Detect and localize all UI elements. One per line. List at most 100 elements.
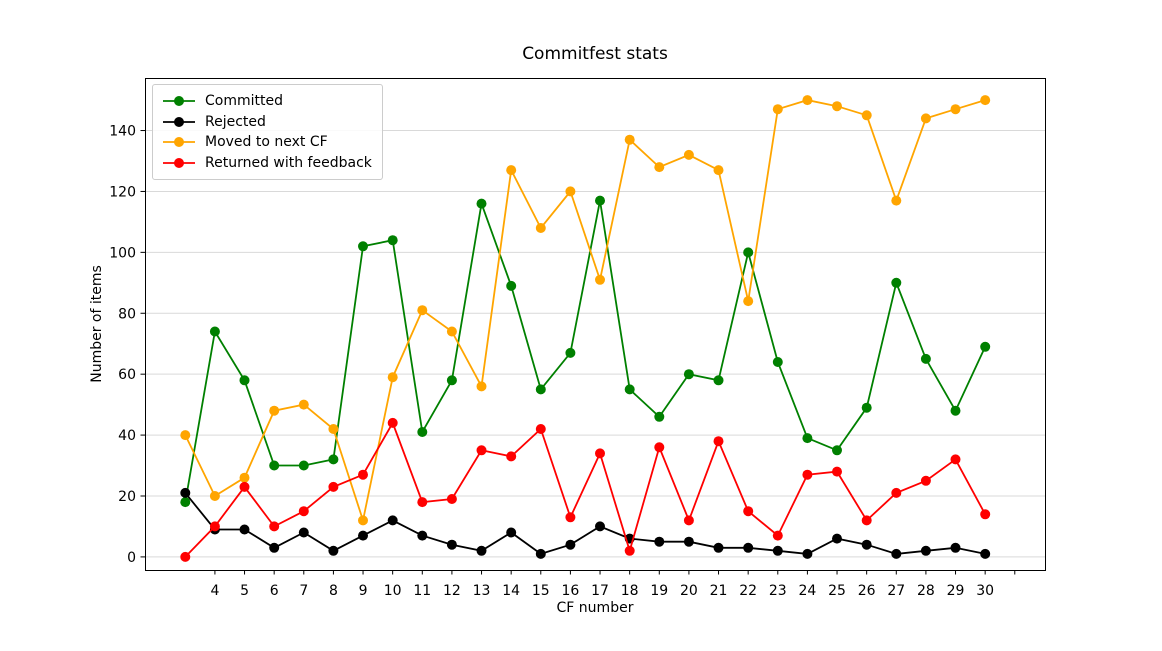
data-point — [654, 536, 665, 547]
x-tick-label: 6 — [270, 583, 279, 599]
data-point — [358, 530, 368, 541]
data-point — [476, 381, 487, 392]
data-point — [743, 247, 754, 258]
data-point — [476, 198, 487, 209]
data-point — [565, 539, 576, 550]
x-tick-label: 24 — [798, 583, 816, 599]
data-point — [446, 494, 457, 504]
legend-entry-committed: Committed — [161, 91, 372, 112]
data-point — [861, 402, 872, 413]
data-point — [832, 101, 842, 112]
gridlines — [145, 130, 1045, 558]
legend-label: Returned with feedback — [205, 154, 372, 171]
data-point — [654, 162, 665, 173]
data-point — [743, 542, 754, 553]
y-tick-label: 140 — [109, 124, 136, 140]
data-point — [891, 195, 902, 206]
legend: Committed Rejected Moved to next CF Returne… — [152, 84, 383, 180]
data-point — [506, 527, 517, 538]
data-point — [565, 186, 576, 197]
data-point — [861, 110, 872, 121]
chart-title: Commitfest stats — [522, 44, 668, 64]
x-tick-label: 26 — [858, 583, 876, 599]
plot-border — [145, 78, 1046, 571]
x-tick-label: 17 — [591, 583, 609, 599]
series-moved-to-next-cf — [180, 95, 991, 526]
data-point — [387, 372, 398, 383]
x-tick-label: 28 — [917, 583, 935, 599]
x-tick-label: 23 — [769, 583, 787, 599]
data-point — [802, 95, 813, 106]
x-tick-label: 22 — [739, 583, 757, 599]
data-point — [417, 305, 428, 316]
x-tick-label: 8 — [329, 583, 338, 599]
data-point — [683, 149, 694, 160]
data-point — [506, 165, 517, 176]
x-tick-label: 11 — [413, 583, 431, 599]
data-point — [239, 375, 250, 386]
data-point — [417, 497, 428, 508]
legend-entry-moved-to-next-cf: Moved to next CF — [161, 132, 372, 153]
y-axis-label: Number of items — [89, 265, 105, 383]
data-point — [624, 545, 635, 556]
data-point — [387, 417, 398, 428]
legend-label: Rejected — [205, 113, 266, 130]
data-point — [654, 411, 665, 422]
data-point — [832, 466, 842, 477]
data-point — [209, 491, 220, 501]
data-point — [683, 536, 694, 547]
legend-entry-rejected: Rejected — [161, 112, 372, 133]
y-tick-label: 80 — [118, 306, 136, 322]
data-point — [565, 347, 576, 358]
data-point — [713, 165, 724, 176]
data-point — [358, 241, 368, 252]
data-point — [180, 497, 191, 508]
y-tick-labels: 0 20 40 60 80 100 120 140 — [109, 124, 136, 566]
data-point — [476, 545, 487, 556]
data-point — [743, 296, 754, 307]
legend-label: Committed — [205, 93, 283, 110]
data-point — [950, 454, 961, 465]
y-tick-label: 120 — [109, 184, 136, 200]
series-returned-with-feedback — [180, 417, 991, 562]
data-point — [950, 104, 961, 115]
data-point — [535, 424, 546, 434]
legend-line-marker-icon — [163, 116, 195, 127]
data-point — [269, 405, 280, 416]
data-point — [239, 481, 250, 492]
series-committed — [180, 195, 991, 508]
data-point — [535, 223, 546, 233]
x-tick-label: 15 — [532, 583, 550, 599]
data-point — [328, 424, 339, 434]
data-point — [832, 445, 842, 456]
data-point — [358, 469, 368, 480]
x-tick-label: 20 — [680, 583, 698, 599]
data-point — [298, 527, 309, 538]
data-point — [417, 427, 428, 437]
data-point — [387, 235, 398, 246]
data-point — [772, 530, 783, 541]
data-point — [446, 375, 457, 386]
data-point — [920, 545, 931, 556]
data-point — [832, 533, 842, 544]
data-point — [239, 524, 250, 535]
x-tick-label: 4 — [210, 583, 219, 599]
y-tick-label: 0 — [127, 550, 136, 566]
data-point — [328, 481, 339, 492]
data-point — [269, 542, 280, 553]
data-point — [446, 326, 457, 337]
data-point — [180, 487, 191, 498]
data-point — [180, 551, 191, 562]
x-tick-label: 30 — [976, 583, 994, 599]
y-tick-label: 100 — [109, 245, 136, 261]
data-point — [713, 542, 724, 553]
data-point — [506, 451, 517, 462]
data-point — [950, 542, 961, 553]
x-tick-label: 27 — [887, 583, 905, 599]
data-point — [446, 539, 457, 550]
data-point — [328, 454, 339, 465]
data-point — [209, 326, 220, 337]
data-point — [358, 515, 368, 526]
data-point — [920, 475, 931, 486]
